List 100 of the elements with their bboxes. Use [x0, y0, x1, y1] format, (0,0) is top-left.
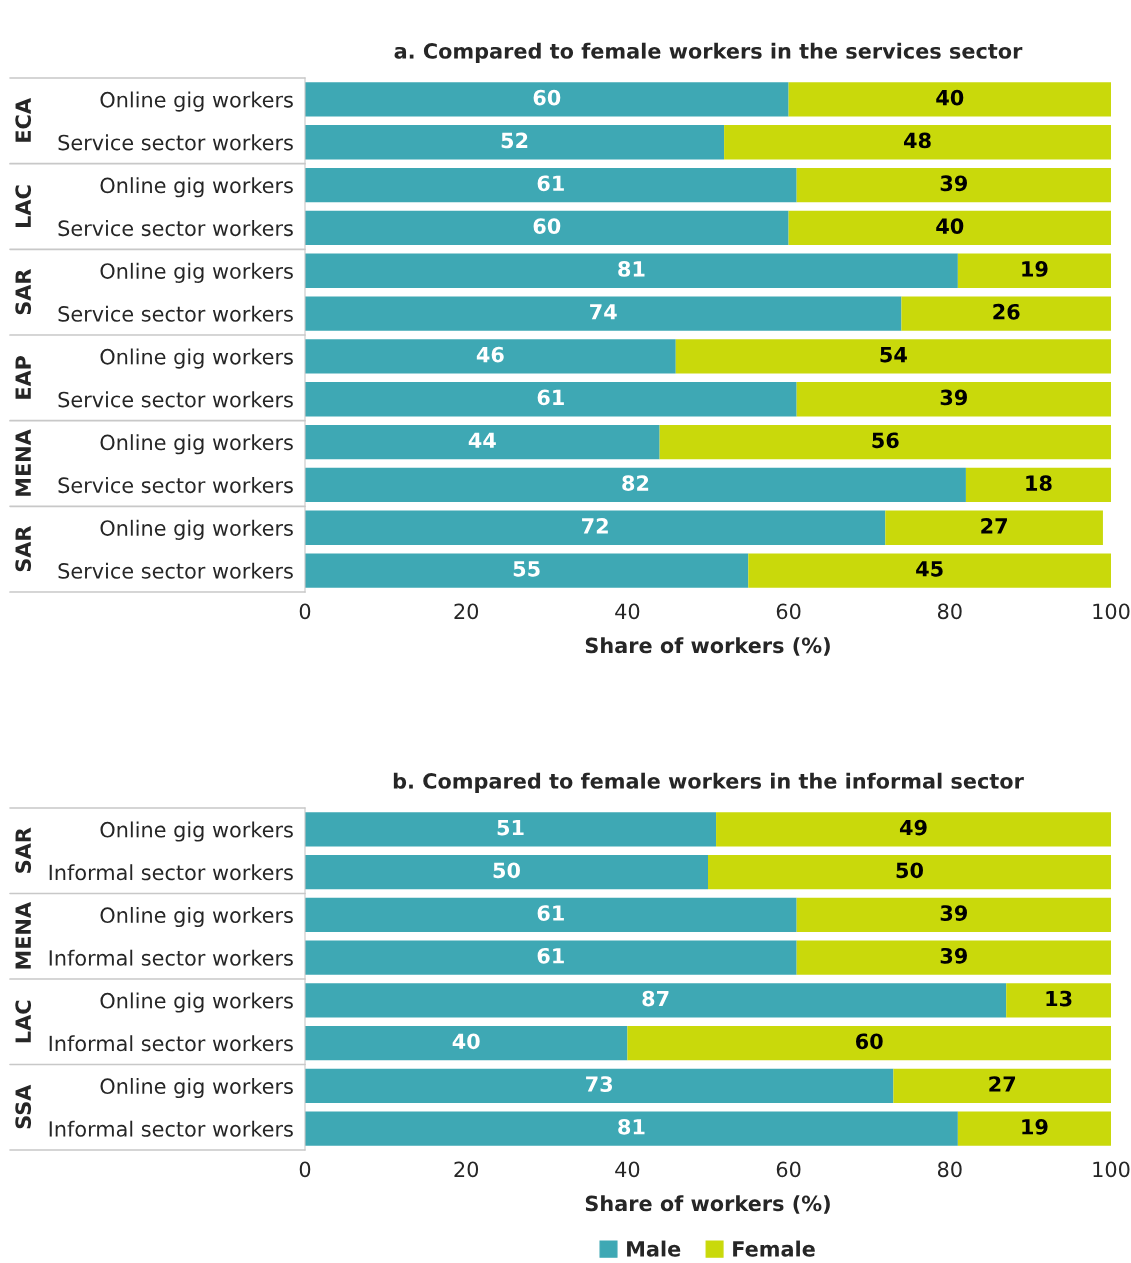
data-label: 60: [533, 89, 561, 106]
bar: [305, 1026, 628, 1061]
y-tick-label: Online gig workers: [100, 91, 293, 112]
y-tick-label: Online gig workers: [100, 821, 293, 842]
y-tick-label: Online gig workers: [100, 906, 293, 928]
bar: [305, 855, 708, 890]
x-axis-title: Share of workers (%): [585, 1195, 830, 1214]
text: LAC: [15, 185, 32, 227]
x-tick-label: 0: [299, 1161, 311, 1178]
x-tick-label: 100: [1093, 603, 1130, 620]
data-label: 48: [904, 132, 931, 149]
data-label: 82: [622, 475, 649, 491]
data-label: 40: [936, 89, 964, 106]
bar: [305, 1068, 894, 1103]
data-label: 39: [940, 175, 967, 192]
data-label: 72: [582, 518, 608, 534]
bar: [716, 812, 1111, 847]
bar: [305, 553, 749, 588]
data-label: 81: [618, 261, 645, 277]
y-tick-label: Informal sector workers: [49, 949, 293, 966]
y-tick-label: Service sector workers: [58, 134, 293, 151]
x-tick-label: 60: [776, 603, 801, 620]
x-tick-label: 100: [1093, 1161, 1130, 1178]
bar: [305, 210, 789, 246]
y-tick-label: Online gig workers: [100, 177, 293, 198]
bar: [788, 82, 1111, 117]
y-tick-label: Online gig workers: [100, 1077, 293, 1099]
text: ECA: [15, 98, 32, 142]
data-label: 50: [493, 862, 520, 879]
bar: [305, 296, 902, 331]
data-label: 73: [586, 1076, 613, 1092]
x-axis-title: Share of workers (%): [585, 637, 830, 656]
data-label: 39: [940, 389, 967, 406]
bar: [305, 253, 958, 288]
bar: [796, 382, 1111, 417]
x-tick-label: 80: [937, 603, 962, 620]
chart-title: b. Compared to female workers in the informal sector: [393, 772, 1024, 793]
data-label: 13: [1046, 990, 1072, 1007]
data-label: 26: [993, 303, 1020, 320]
bar: [901, 296, 1111, 331]
data-label: 50: [896, 862, 923, 879]
bar: [659, 424, 1111, 460]
data-label: 46: [476, 346, 504, 363]
bar: [305, 510, 886, 545]
y-tick-label: Service sector workers: [58, 477, 293, 494]
data-label: 54: [880, 346, 907, 363]
text: SAR: [15, 526, 32, 572]
bar: [748, 553, 1111, 588]
data-label: 19: [1022, 261, 1048, 277]
data-label: 52: [501, 132, 528, 149]
bar: [675, 339, 1111, 374]
bar: [893, 1068, 1111, 1103]
x-tick-label: 40: [615, 1161, 640, 1178]
text: SAR: [15, 269, 32, 315]
x-tick-label: 0: [299, 603, 311, 620]
bar: [305, 125, 725, 160]
bar: [305, 339, 676, 374]
bar: [965, 467, 1111, 503]
y-tick-label: Online gig workers: [100, 348, 293, 369]
x-tick-label: 60: [776, 1161, 801, 1178]
data-label: 61: [537, 947, 564, 964]
data-label: 74: [590, 304, 617, 320]
data-label: 61: [537, 389, 564, 406]
data-label: 87: [642, 990, 669, 1007]
bar: [305, 424, 660, 460]
y-tick-label: Informal sector workers: [49, 864, 293, 881]
y-tick-label: Service sector workers: [58, 562, 293, 579]
data-label: 61: [537, 175, 564, 192]
y-tick-label: Service sector workers: [58, 391, 293, 408]
data-label: 27: [989, 1076, 1016, 1092]
data-label: 56: [872, 432, 899, 449]
y-tick-label: Online gig workers: [100, 434, 293, 455]
y-tick-label: Service sector workers: [58, 220, 293, 237]
bar: [796, 167, 1111, 203]
y-tick-label: Online gig workers: [100, 262, 293, 283]
bar: [305, 82, 789, 117]
bar: [796, 940, 1111, 975]
bar: [957, 253, 1111, 288]
data-label: 49: [899, 819, 927, 836]
bar: [1006, 983, 1111, 1018]
y-tick-label: Online gig workers: [100, 992, 293, 1013]
bar: [305, 897, 797, 932]
data-label: 18: [1026, 475, 1052, 491]
data-label: 44: [468, 432, 496, 448]
data-label: 60: [856, 1033, 883, 1050]
data-label: 60: [533, 218, 561, 234]
text: SSA: [15, 1084, 32, 1129]
bar: [724, 125, 1111, 160]
bar: [305, 983, 1007, 1018]
y-tick-label: Service sector workers: [58, 305, 293, 322]
text: EAP: [15, 355, 31, 399]
text: MENA: [15, 902, 31, 969]
data-label: 39: [940, 947, 967, 964]
bar: [305, 940, 797, 975]
bar: [305, 382, 797, 417]
bar: [788, 210, 1111, 246]
x-tick-label: 20: [454, 603, 479, 620]
bar: [627, 1026, 1111, 1061]
data-label: 45: [916, 561, 943, 577]
data-label: 39: [940, 905, 967, 921]
